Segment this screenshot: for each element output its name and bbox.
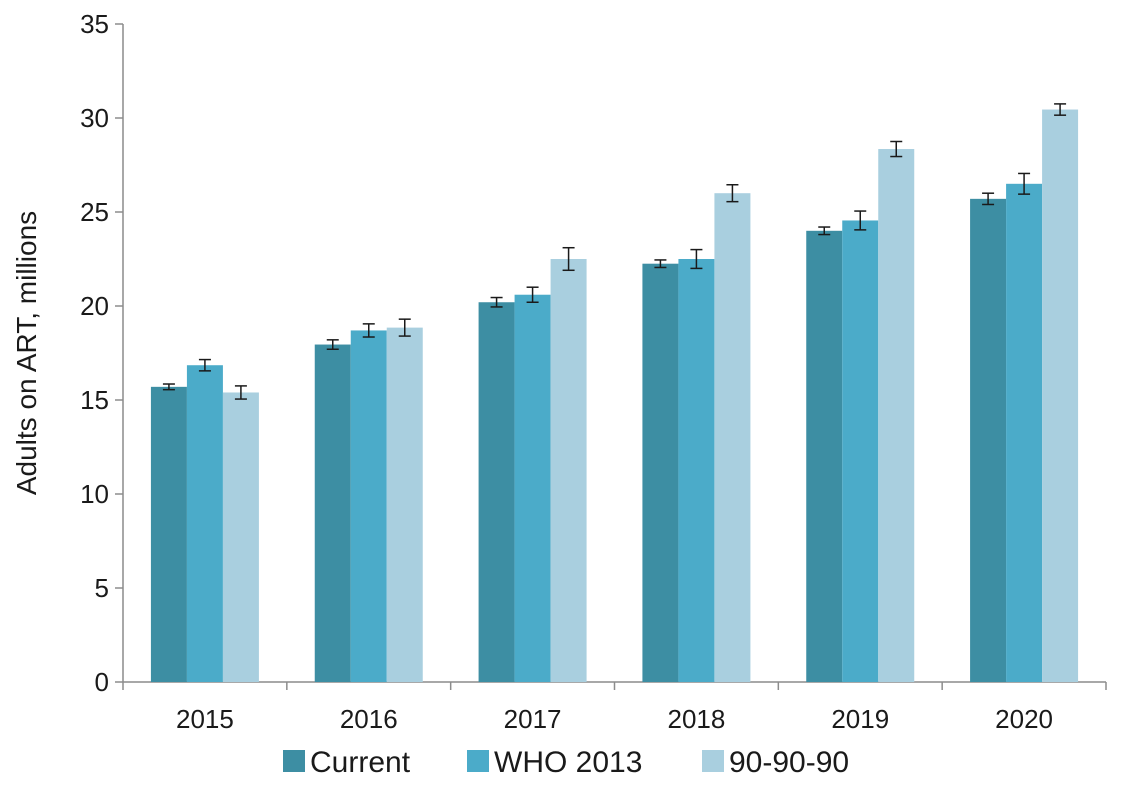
error-bar xyxy=(490,296,503,308)
bar-90-90-90-2017 xyxy=(550,259,587,682)
bar-current-2017 xyxy=(478,302,515,682)
legend-swatch xyxy=(702,750,724,772)
error-bar xyxy=(1054,103,1067,116)
bar-who-2013-2017 xyxy=(514,294,551,682)
legend-label: WHO 2013 xyxy=(494,746,642,779)
x-tick-label: 2020 xyxy=(995,704,1053,734)
y-tick-label: 30 xyxy=(80,103,109,133)
y-tick-label: 25 xyxy=(80,197,109,227)
bar-90-90-90-2019 xyxy=(878,149,915,682)
bar-who-2013-2020 xyxy=(1006,183,1043,683)
bar-current-2015 xyxy=(150,386,187,682)
y-axis: 0 5 10 15 20 25 30 35 xyxy=(80,9,124,697)
error-bar xyxy=(854,210,867,231)
x-tick-label: 2019 xyxy=(831,704,889,734)
y-tick-label: 0 xyxy=(95,667,109,697)
legend-swatch xyxy=(283,750,305,772)
x-tick-label: 2016 xyxy=(340,704,398,734)
bars xyxy=(150,109,1079,683)
bar-90-90-90-2015 xyxy=(222,392,259,682)
legend-swatch xyxy=(467,750,489,772)
error-bar xyxy=(526,286,539,303)
x-tick-label: 2017 xyxy=(504,704,562,734)
y-tick-label: 5 xyxy=(95,573,109,603)
bar-who-2013-2016 xyxy=(350,330,387,682)
error-bar xyxy=(726,183,739,203)
bar-current-2016 xyxy=(314,344,351,682)
error-bar xyxy=(982,192,995,206)
error-bar xyxy=(362,323,375,338)
bar-90-90-90-2016 xyxy=(386,327,423,682)
error-bar xyxy=(234,385,247,400)
bar-who-2013-2018 xyxy=(678,259,715,682)
error-bars xyxy=(162,103,1067,400)
y-tick-label: 35 xyxy=(80,9,109,39)
y-tick-label: 10 xyxy=(80,479,109,509)
legend: Current WHO 2013 90-90-90 xyxy=(283,746,849,779)
error-bar xyxy=(198,358,211,372)
bar-90-90-90-2020 xyxy=(1042,109,1079,683)
error-bar xyxy=(398,318,411,337)
bar-current-2018 xyxy=(642,263,679,682)
y-tick-label: 20 xyxy=(80,291,109,321)
error-bar xyxy=(690,248,703,270)
error-bar xyxy=(1018,172,1031,195)
error-bar xyxy=(818,226,831,236)
error-bar xyxy=(162,383,175,391)
bar-who-2013-2015 xyxy=(186,365,223,682)
error-bar xyxy=(890,140,903,158)
bar-current-2019 xyxy=(806,230,843,683)
legend-item-who-2013: WHO 2013 xyxy=(467,746,642,779)
bar-current-2020 xyxy=(970,198,1007,682)
y-axis-title: Adults on ART, millions xyxy=(11,211,42,495)
x-tick-label: 2015 xyxy=(176,704,234,734)
error-bar xyxy=(654,259,667,269)
bar-90-90-90-2018 xyxy=(714,193,751,682)
legend-label: 90-90-90 xyxy=(729,746,849,779)
legend-item-90-90-90: 90-90-90 xyxy=(702,746,849,779)
x-tick-label: 2018 xyxy=(667,704,725,734)
x-axis: 2015 2016 2017 2018 2019 2020 xyxy=(122,681,1107,734)
y-tick-label: 15 xyxy=(80,385,109,415)
error-bar xyxy=(562,246,575,272)
error-bar xyxy=(326,339,339,350)
bar-who-2013-2019 xyxy=(842,220,879,682)
legend-item-current: Current xyxy=(283,746,411,779)
legend-label: Current xyxy=(310,746,411,779)
